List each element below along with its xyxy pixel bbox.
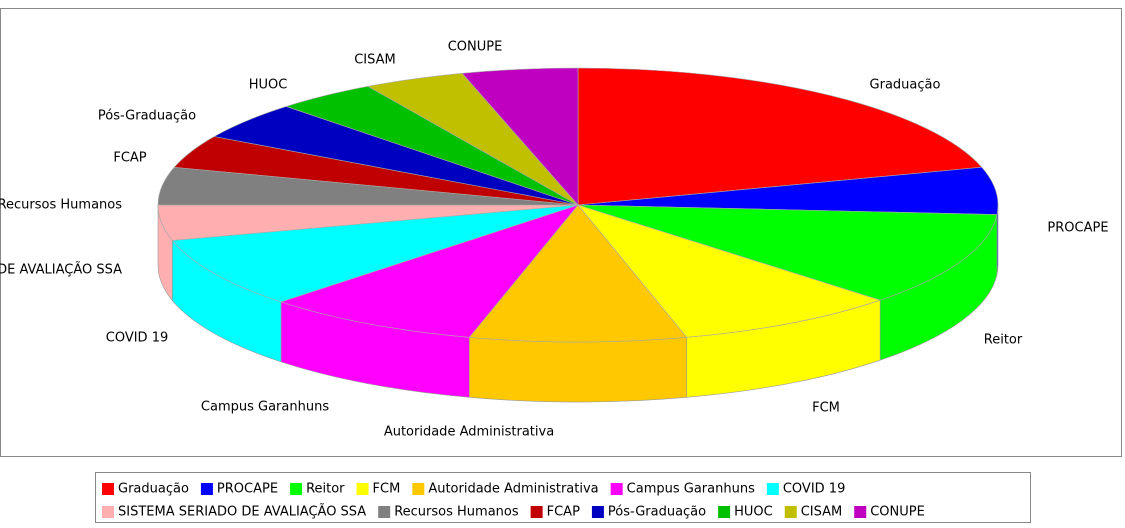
legend-swatch [290,483,303,495]
slice-label: FCAP [113,151,146,166]
slice [468,204,688,343]
slice-label: CISAM [354,53,396,68]
legend-swatch [591,506,604,518]
slice [280,204,579,338]
legend-swatch [356,483,369,495]
legend-label: Recursos Humanos [394,505,519,520]
legend-label: Graduação [118,482,189,497]
legend-label: Pós-Graduação [608,505,706,520]
slice-label: SISTEMA SERIADO DE AVALIAÇÃO SSA [0,262,122,278]
legend-label: CISAM [801,505,843,520]
pie: Graduação PROCAPE Reitor FCM Autoridade Admi… [0,40,1109,440]
legend-label: CONUPE [870,505,925,520]
slice [577,204,998,301]
legend [95,472,1031,523]
slice [577,67,983,206]
slice-label: CONUPE [448,40,503,55]
slice [577,166,999,215]
legend-label: FCAP [547,505,580,520]
slice-side [468,337,688,403]
legend-swatch [102,506,114,518]
legend-swatch [378,506,391,518]
legend-swatch [200,483,213,495]
legend-swatch [530,506,543,518]
slice [461,67,579,206]
legend-swatch [766,483,779,495]
slice-label: Reitor [984,333,1023,348]
legend-label: COVID 19 [783,482,846,497]
slice-label: Autoridade Administrativa [384,425,554,440]
legend-label: HUOC [734,505,773,520]
legend-swatch [610,483,623,495]
legend-swatch [854,506,867,518]
slice [577,204,882,338]
slice-label: Pós-Graduação [98,109,196,124]
legend-swatch [102,483,114,495]
legend-items: Graduação PROCAPE Reitor FCM Autoridade Admi… [102,482,925,520]
legend-label: Campus Garanhuns [627,482,755,497]
legend-label: Reitor [306,482,345,497]
slice-label: Recursos Humanos [0,198,122,213]
slice-label: HUOC [249,78,288,93]
slice [171,204,579,303]
slice-label: Campus Garanhuns [201,400,329,415]
slice-label: Graduação [870,78,941,93]
legend-label: Autoridade Administrativa [428,482,598,497]
legend-label: PROCAPE [217,482,278,497]
legend-swatch [718,506,731,518]
legend-swatch [784,506,797,518]
legend-label: SISTEMA SERIADO DE AVALIAÇÃO SSA [118,504,366,520]
legend-label: FCM [373,482,401,497]
slice-label: COVID 19 [106,331,169,346]
slice-label: PROCAPE [1047,221,1108,236]
slice-label: FCM [812,401,840,416]
legend-swatch [412,483,425,495]
